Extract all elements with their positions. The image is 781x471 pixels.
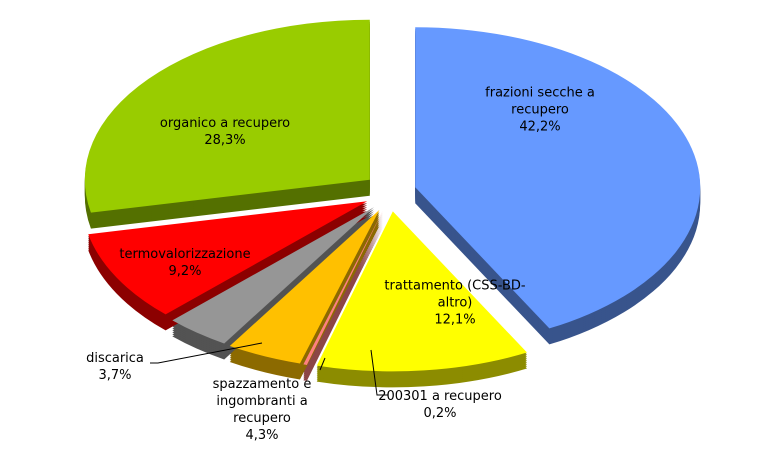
slice [303,210,383,365]
value-label: 28,3% [204,133,246,148]
category-name: trattamento (CSS-BD-altro) [384,278,526,311]
slice-label: frazioni secche a recupero 42,2% [470,85,610,136]
slice-label: discarica 3,7% [75,350,155,384]
value-label: 3,7% [98,368,132,383]
value-label: 42,2% [519,119,561,135]
slice [172,207,374,344]
value-label: 12,1% [434,312,476,328]
slice [415,27,701,329]
leader-line [370,349,388,396]
slice-label: trattamento (CSS-BD-altro) 12,1% [375,278,535,329]
value-label: 4,3% [245,428,279,443]
leader-line [319,357,326,371]
slice-label: 200301 a recupero 0,2% [365,388,515,422]
category-name: organico a recupero [159,116,291,131]
slice [88,201,368,315]
category-name: 200301 a recupero [378,389,502,404]
category-name: spazzamento e ingombranti a recupero [212,377,312,426]
value-label: 0,2% [423,406,457,421]
category-name: termovalorizzazione [119,247,251,262]
category-name: discarica [86,351,144,366]
slice-label: organico a recupero 28,3% [150,115,300,149]
slice [229,209,380,364]
slice-label: termovalorizzazione 9,2% [115,246,255,280]
slice [316,211,528,372]
category-name: frazioni secche a recupero [485,85,595,118]
leader-line [150,342,263,364]
slice [84,19,370,213]
value-label: 9,2% [168,264,202,279]
slice-label: spazzamento e ingombranti a recupero 4,3% [202,376,322,444]
